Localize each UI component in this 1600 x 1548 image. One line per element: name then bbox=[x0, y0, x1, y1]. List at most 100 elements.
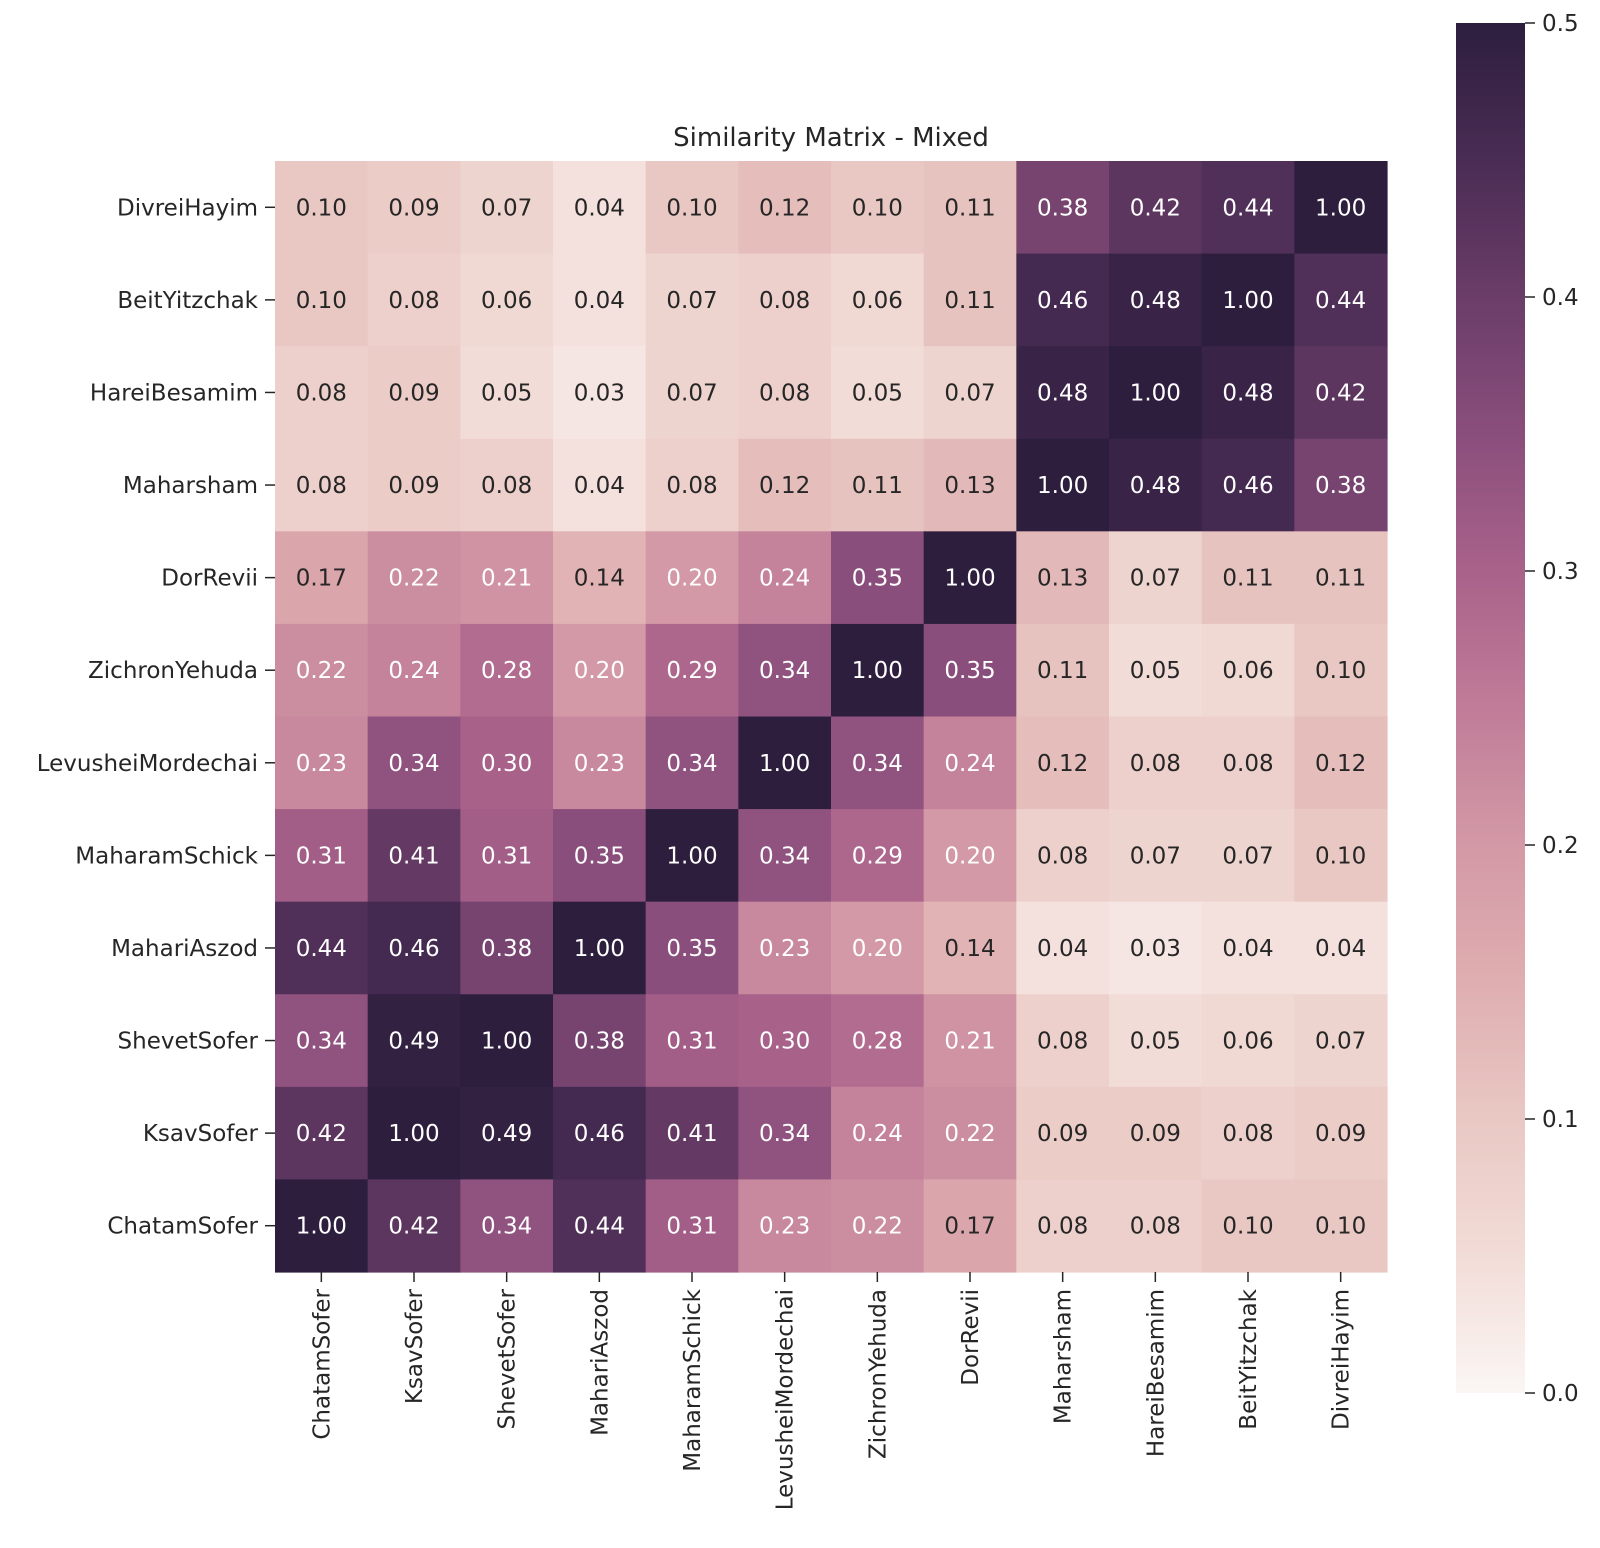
cell-value-label: 0.08 bbox=[1130, 1214, 1181, 1240]
heatmap-cell bbox=[738, 161, 832, 255]
heatmap-cell bbox=[738, 531, 832, 625]
heatmap-cell bbox=[1016, 994, 1110, 1088]
heatmap-cell bbox=[1294, 994, 1388, 1088]
heatmap-cell bbox=[738, 623, 832, 718]
cell-value-label: 0.28 bbox=[852, 1029, 903, 1055]
cell-value-label: 0.41 bbox=[388, 843, 439, 869]
cell-value-label: 0.10 bbox=[296, 195, 347, 221]
heatmap-cell bbox=[275, 531, 369, 625]
cell-value-label: 0.11 bbox=[1037, 658, 1088, 684]
cell-value-label: 0.17 bbox=[944, 1214, 995, 1240]
heatmap-cell bbox=[831, 809, 925, 903]
heatmap-cell bbox=[1109, 716, 1203, 810]
cell-value-label: 0.17 bbox=[296, 566, 347, 592]
heatmap-cell bbox=[1294, 1086, 1388, 1181]
heatmap-cell bbox=[923, 438, 1017, 532]
cell-value-label: 0.08 bbox=[296, 380, 347, 406]
cell-value-label: 0.35 bbox=[574, 843, 625, 869]
cell-value-label: 0.31 bbox=[666, 1214, 717, 1240]
heatmap-cell bbox=[831, 716, 925, 810]
heatmap-cell bbox=[831, 161, 925, 255]
heatmap-cell bbox=[460, 1179, 554, 1273]
heatmap-cell bbox=[460, 161, 554, 255]
cell-value-label: 0.23 bbox=[574, 751, 625, 777]
cell-value-label: 0.07 bbox=[1222, 843, 1273, 869]
colorbar-tick-label: 0.0 bbox=[1542, 1381, 1579, 1407]
cell-value-label: 0.38 bbox=[1315, 473, 1366, 499]
cell-value-label: 0.04 bbox=[1222, 936, 1273, 962]
cell-value-label: 0.05 bbox=[852, 380, 903, 406]
cell-value-label: 0.05 bbox=[1130, 1029, 1181, 1055]
x-axis-labels: ChatamSofer KsavSofer ShevetSofer MahariAsz… bbox=[309, 1272, 1355, 1510]
heatmap-cell bbox=[553, 161, 647, 255]
heatmap-cell bbox=[923, 161, 1017, 255]
cell-value-label: 1.00 bbox=[852, 658, 903, 684]
heatmap-cell bbox=[553, 346, 647, 440]
cell-value-label: 0.03 bbox=[574, 380, 625, 406]
heatmap-cell bbox=[553, 901, 647, 995]
heatmap-cell bbox=[1201, 994, 1295, 1088]
cell-value-label: 0.07 bbox=[481, 195, 532, 221]
cell-value-label: 0.07 bbox=[1315, 1029, 1366, 1055]
heatmap-cell bbox=[923, 531, 1017, 625]
heatmap-cell bbox=[460, 809, 554, 903]
heatmap-cell bbox=[553, 1179, 647, 1273]
heatmap-cell bbox=[1109, 161, 1203, 255]
heatmap-cell bbox=[831, 623, 925, 718]
heatmap-cell bbox=[831, 1086, 925, 1181]
heatmap-cell bbox=[1016, 1086, 1110, 1181]
heatmap-cell bbox=[831, 1179, 925, 1273]
heatmap-cell bbox=[1201, 716, 1295, 810]
cell-value-label: 0.34 bbox=[481, 1214, 532, 1240]
heatmap-cell bbox=[275, 1179, 369, 1273]
cell-value-label: 0.31 bbox=[666, 1029, 717, 1055]
cell-value-label: 0.35 bbox=[666, 936, 717, 962]
cell-value-label: 0.11 bbox=[1315, 566, 1366, 592]
cell-value-label: 0.28 bbox=[481, 658, 532, 684]
heatmap-cell bbox=[460, 716, 554, 810]
heatmap-cells: 0.10 0.09 0.07 0.04 0.10 0.12 0.10 0.11 0.38 0.42… bbox=[275, 161, 1388, 1273]
colorbar-ticks: 0.0 0.1 0.2 0.3 0.4 0.5 bbox=[1525, 11, 1579, 1407]
cell-value-label: 1.00 bbox=[1130, 380, 1181, 406]
heatmap-cell bbox=[1109, 438, 1203, 532]
y-tick-label: ZichronYehuda bbox=[88, 658, 258, 684]
x-tick-label: DorRevii bbox=[958, 1289, 984, 1386]
cell-value-label: 0.29 bbox=[852, 843, 903, 869]
heatmap-cell bbox=[367, 901, 461, 995]
cell-value-label: 1.00 bbox=[666, 843, 717, 869]
heatmap-cell bbox=[923, 809, 1017, 903]
heatmap-cell bbox=[1201, 1179, 1295, 1273]
cell-value-label: 0.42 bbox=[388, 1214, 439, 1240]
x-tick-label: KsavSofer bbox=[402, 1288, 428, 1404]
heatmap-cell bbox=[1016, 809, 1110, 903]
cell-value-label: 0.21 bbox=[944, 1029, 995, 1055]
cell-value-label: 0.08 bbox=[1222, 751, 1273, 777]
heatmap-cell bbox=[1294, 1179, 1388, 1273]
cell-value-label: 0.35 bbox=[852, 566, 903, 592]
cell-value-label: 0.07 bbox=[666, 288, 717, 314]
cell-value-label: 0.09 bbox=[388, 473, 439, 499]
cell-value-label: 0.48 bbox=[1222, 380, 1273, 406]
heatmap-cell bbox=[553, 438, 647, 532]
cell-value-label: 0.10 bbox=[1315, 843, 1366, 869]
heatmap-cell bbox=[645, 994, 739, 1088]
heatmap-cell bbox=[1201, 901, 1295, 995]
heatmap-cell bbox=[1201, 531, 1295, 625]
heatmap-cell bbox=[1016, 623, 1110, 718]
cell-value-label: 1.00 bbox=[481, 1029, 532, 1055]
heatmap-cell bbox=[645, 253, 739, 347]
cell-value-label: 0.06 bbox=[481, 288, 532, 314]
heatmap-cell bbox=[367, 1179, 461, 1273]
y-tick-label: LevusheiMordechai bbox=[37, 751, 258, 777]
heatmap-cell bbox=[738, 253, 832, 347]
cell-value-label: 1.00 bbox=[1037, 473, 1088, 499]
x-tick-label: ShevetSofer bbox=[495, 1288, 521, 1429]
x-tick-label: HareiBesamim bbox=[1143, 1289, 1169, 1457]
heatmap-cell bbox=[1016, 253, 1110, 347]
heatmap-cell bbox=[553, 531, 647, 625]
x-tick-label: MaharamSchick bbox=[680, 1288, 706, 1471]
x-tick-label: BeitYitzchak bbox=[1236, 1288, 1262, 1429]
heatmap-cell bbox=[275, 809, 369, 903]
cell-value-label: 0.20 bbox=[666, 566, 717, 592]
cell-value-label: 0.35 bbox=[944, 658, 995, 684]
